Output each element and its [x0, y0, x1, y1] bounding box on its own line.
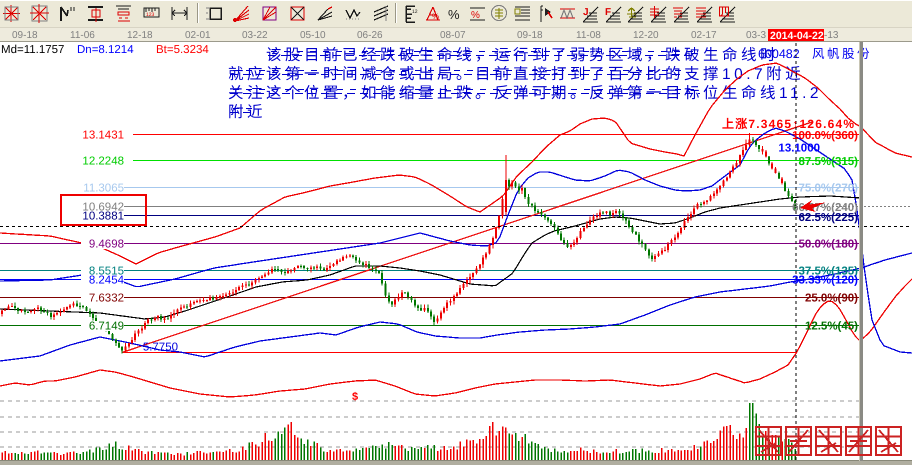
svg-text:Bt=5.3234: Bt=5.3234	[156, 44, 209, 56]
svg-text:Dn=8.1214: Dn=8.1214	[77, 44, 134, 56]
svg-text:05-10: 05-10	[300, 30, 326, 41]
svg-text:12.5%(45): 12.5%(45)	[805, 321, 858, 333]
svg-text:8.5515: 8.5515	[89, 266, 124, 278]
svg-text:%: %	[432, 12, 439, 21]
svg-text:关注这个位置，如能缩量止跌。反弹可期。反弹第一目标位生命线1: 关注这个位置，如能缩量止跌。反弹可期。反弹第一目标位生命线11.2	[228, 84, 822, 102]
svg-text:09-18: 09-18	[12, 30, 38, 41]
svg-text:-13: -13	[824, 30, 839, 41]
svg-text:12-18: 12-18	[127, 30, 153, 41]
svg-text:600482: 600482	[758, 47, 800, 61]
svg-text:Md=11.1757: Md=11.1757	[1, 44, 64, 56]
svg-text:12: 12	[412, 9, 418, 15]
svg-text:50.0%(180): 50.0%(180)	[799, 239, 859, 251]
svg-text:100.0%(360): 100.0%(360)	[792, 130, 858, 142]
svg-text:87.5%(315): 87.5%(315)	[799, 156, 859, 168]
svg-text:11.3065: 11.3065	[83, 183, 124, 195]
svg-text:$: $	[352, 391, 358, 403]
svg-text:03-3: 03-3	[746, 30, 766, 41]
svg-text:03-22: 03-22	[242, 30, 268, 41]
svg-text:12-20: 12-20	[633, 30, 659, 41]
svg-text:11-08: 11-08	[576, 30, 601, 41]
svg-text:02-17: 02-17	[691, 30, 717, 41]
svg-text:12.2248: 12.2248	[82, 156, 124, 168]
svg-text:2014-04-22: 2014-04-22	[770, 30, 824, 42]
svg-text:9.4698: 9.4698	[89, 239, 124, 251]
svg-text:10.3881: 10.3881	[82, 211, 124, 223]
svg-text:风帆股份: 风帆股份	[812, 47, 872, 61]
svg-text:13.1431: 13.1431	[82, 130, 124, 142]
svg-text:06-26: 06-26	[357, 30, 383, 41]
svg-text:7.6332: 7.6332	[89, 293, 124, 305]
svg-text:J: J	[583, 7, 589, 18]
svg-text:上涨7.3465↑126.64%: 上涨7.3465↑126.64%	[722, 117, 855, 131]
svg-text:37.5%(135): 37.5%(135)	[799, 266, 859, 278]
svg-text:08-07: 08-07	[440, 30, 466, 41]
svg-text:25.0%(90): 25.0%(90)	[805, 293, 858, 305]
svg-text:13.1000: 13.1000	[778, 143, 820, 155]
svg-text:11-06: 11-06	[70, 30, 95, 41]
svg-text:123: 123	[146, 12, 155, 18]
svg-text:10.6942: 10.6942	[82, 202, 124, 214]
svg-text:8.2454: 8.2454	[89, 275, 125, 287]
svg-text:F: F	[605, 7, 611, 18]
svg-text:%: %	[448, 7, 460, 22]
svg-text:02-01: 02-01	[185, 30, 211, 41]
svg-text:75.0%(270): 75.0%(270)	[799, 183, 859, 195]
svg-text:33.33%(120): 33.33%(120)	[792, 275, 858, 287]
svg-text:就应该第一时间减仓或出局。目前直接打到了百分比的支撑10.7: 就应该第一时间减仓或出局。目前直接打到了百分比的支撑10.7附近	[228, 65, 804, 83]
svg-text:6.7149: 6.7149	[89, 321, 124, 333]
svg-text:5.7750: 5.7750	[143, 342, 178, 354]
svg-text:62.5%(225): 62.5%(225)	[799, 212, 859, 224]
svg-text:%: %	[471, 10, 480, 21]
svg-text:09-18: 09-18	[517, 30, 543, 41]
